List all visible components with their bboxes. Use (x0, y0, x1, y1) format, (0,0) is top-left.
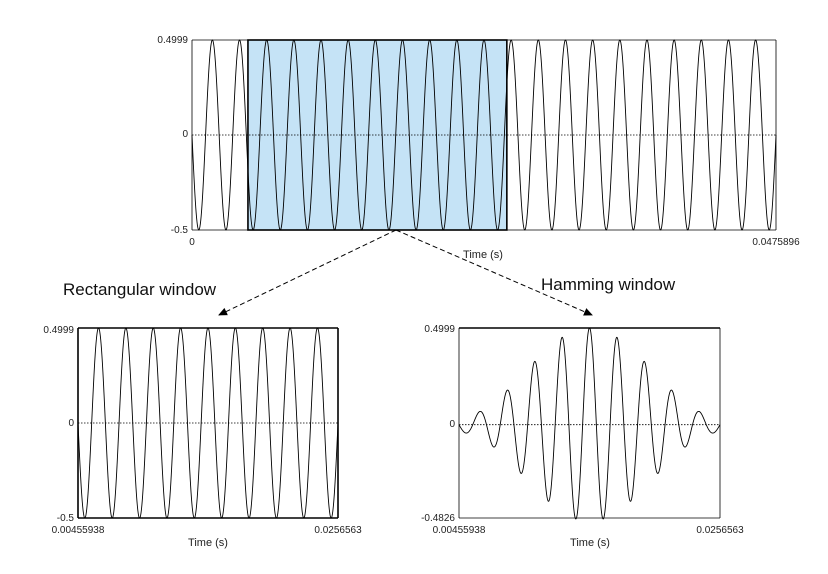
arrow-to-hamming (395, 229, 593, 316)
top-x-tick-end: 0.0475896 (752, 237, 800, 248)
top-y-tick-min: -0.5 (171, 225, 189, 236)
top-panel: 0.4999 0 -0.5 0 0.0475896 Time (s) (157, 35, 800, 261)
ham-windowed-series (458, 327, 721, 520)
rect-y-tick-min: -0.5 (57, 513, 75, 524)
top-y-tick-max: 0.4999 (157, 35, 188, 46)
top-x-tick-start: 0 (189, 237, 195, 248)
ham-y-tick-max: 0.4999 (424, 324, 455, 335)
rect-x-tick-start: 0.00455938 (52, 525, 105, 536)
rectangular-window-caption: Rectangular window (63, 280, 217, 299)
rect-x-tick-end: 0.0256563 (314, 525, 362, 536)
rect-x-axis-label: Time (s) (188, 537, 228, 549)
rect-y-tick-max: 0.4999 (43, 325, 74, 336)
top-y-tick-zero: 0 (182, 129, 188, 140)
rect-y-tick-zero: 0 (68, 418, 74, 429)
ham-y-tick-zero: 0 (449, 419, 455, 430)
ham-x-tick-end: 0.0256563 (696, 525, 744, 536)
ham-y-tick-min: -0.4826 (421, 513, 455, 524)
top-x-axis-label: Time (s) (463, 249, 503, 261)
hamming-window-caption: Hamming window (541, 275, 676, 294)
ham-x-axis-label: Time (s) (570, 537, 610, 549)
arrow-to-rectangular (218, 229, 397, 316)
ham-x-tick-start: 0.00455938 (433, 525, 486, 536)
hamming-panel: 0.4999 0 -0.4826 0.00455938 0.0256563 Ti… (421, 324, 744, 549)
rectangular-panel: 0.4999 0 -0.5 0.00455938 0.0256563 Time … (43, 325, 362, 549)
